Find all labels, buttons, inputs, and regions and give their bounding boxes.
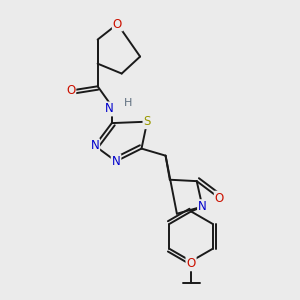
Text: O: O — [113, 17, 122, 31]
Text: S: S — [143, 115, 151, 128]
Text: O: O — [186, 257, 196, 270]
Text: N: N — [90, 139, 99, 152]
Text: O: O — [215, 192, 224, 205]
Text: O: O — [66, 84, 75, 97]
Text: N: N — [112, 155, 120, 168]
Text: H: H — [124, 98, 132, 108]
Text: N: N — [105, 102, 114, 116]
Text: N: N — [198, 200, 207, 213]
